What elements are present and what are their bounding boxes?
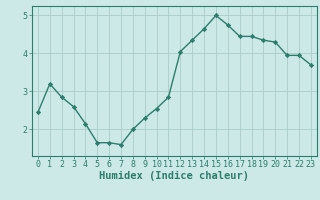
X-axis label: Humidex (Indice chaleur): Humidex (Indice chaleur) [100, 171, 249, 181]
